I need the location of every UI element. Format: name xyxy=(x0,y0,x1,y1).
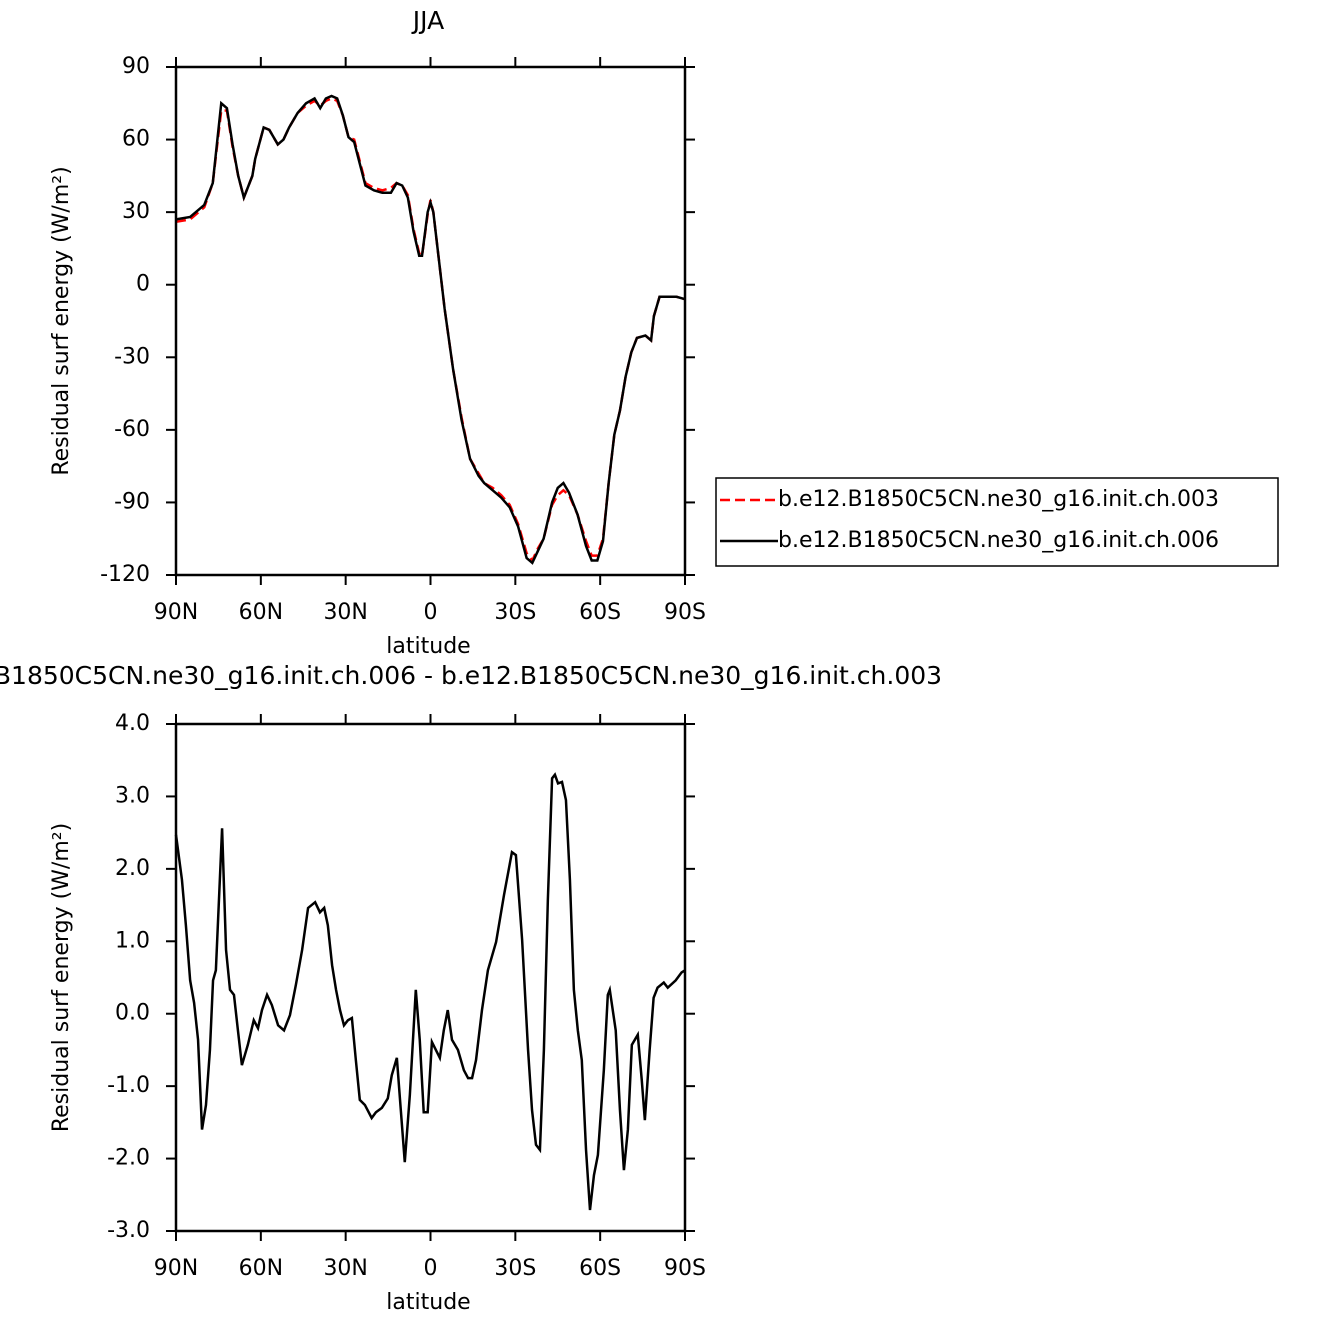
x-tick-label: 60S xyxy=(579,600,621,625)
x-tick-label: 0 xyxy=(424,600,438,625)
x-tick-label: 60S xyxy=(579,1256,621,1281)
y-tick-label: -2.0 xyxy=(107,1146,150,1171)
x-tick-label: 30N xyxy=(323,600,367,625)
x-tick-label: 90S xyxy=(664,1256,706,1281)
x-tick-label: 90N xyxy=(154,600,198,625)
y-tick-label: -120 xyxy=(100,562,150,587)
y-tick-label: -60 xyxy=(114,417,150,442)
x-tick-label: 30S xyxy=(494,1256,536,1281)
y-tick-label: 60 xyxy=(122,127,150,152)
y-axis-label: Residual surf energy (W/m²) xyxy=(49,823,74,1132)
x-tick-label: 30S xyxy=(494,600,536,625)
chart-title: JJA xyxy=(411,6,444,35)
y-tick-label: 0.0 xyxy=(115,1001,150,1026)
x-tick-label: 60N xyxy=(239,1256,283,1281)
y-axis-label: Residual surf energy (W/m²) xyxy=(49,166,74,475)
y-tick-label: 30 xyxy=(122,199,150,224)
plot-frame xyxy=(174,65,687,577)
plot-frame xyxy=(174,722,687,1233)
legend-box xyxy=(715,477,1279,567)
x-axis-label: latitude xyxy=(386,1290,470,1315)
y-tick-label: 0 xyxy=(136,272,150,297)
y-tick-label: 2.0 xyxy=(115,856,150,881)
x-tick-label: 60N xyxy=(239,600,283,625)
y-tick-label: 4.0 xyxy=(115,711,150,736)
y-tick-label: 90 xyxy=(122,54,150,79)
x-axis-label: latitude xyxy=(386,634,470,659)
y-tick-label: -90 xyxy=(114,489,150,514)
legend-label: b.e12.B1850C5CN.ne30_g16.init.ch.006 xyxy=(778,528,1219,553)
y-tick-label: -1.0 xyxy=(107,1073,150,1098)
y-tick-label: 3.0 xyxy=(115,783,150,808)
x-tick-label: 0 xyxy=(424,1256,438,1281)
y-tick-label: -30 xyxy=(114,344,150,369)
x-tick-label: 90N xyxy=(154,1256,198,1281)
x-tick-label: 30N xyxy=(323,1256,367,1281)
legend-label: b.e12.B1850C5CN.ne30_g16.init.ch.003 xyxy=(778,487,1219,512)
chart-title: b.e12.B1850C5CN.ne30_g16.init.ch.006 - b… xyxy=(0,661,942,690)
y-tick-label: -3.0 xyxy=(107,1218,150,1243)
y-tick-label: 1.0 xyxy=(115,928,150,953)
data-line xyxy=(175,94,686,565)
data-line xyxy=(174,772,686,1211)
x-tick-label: 90S xyxy=(664,600,706,625)
